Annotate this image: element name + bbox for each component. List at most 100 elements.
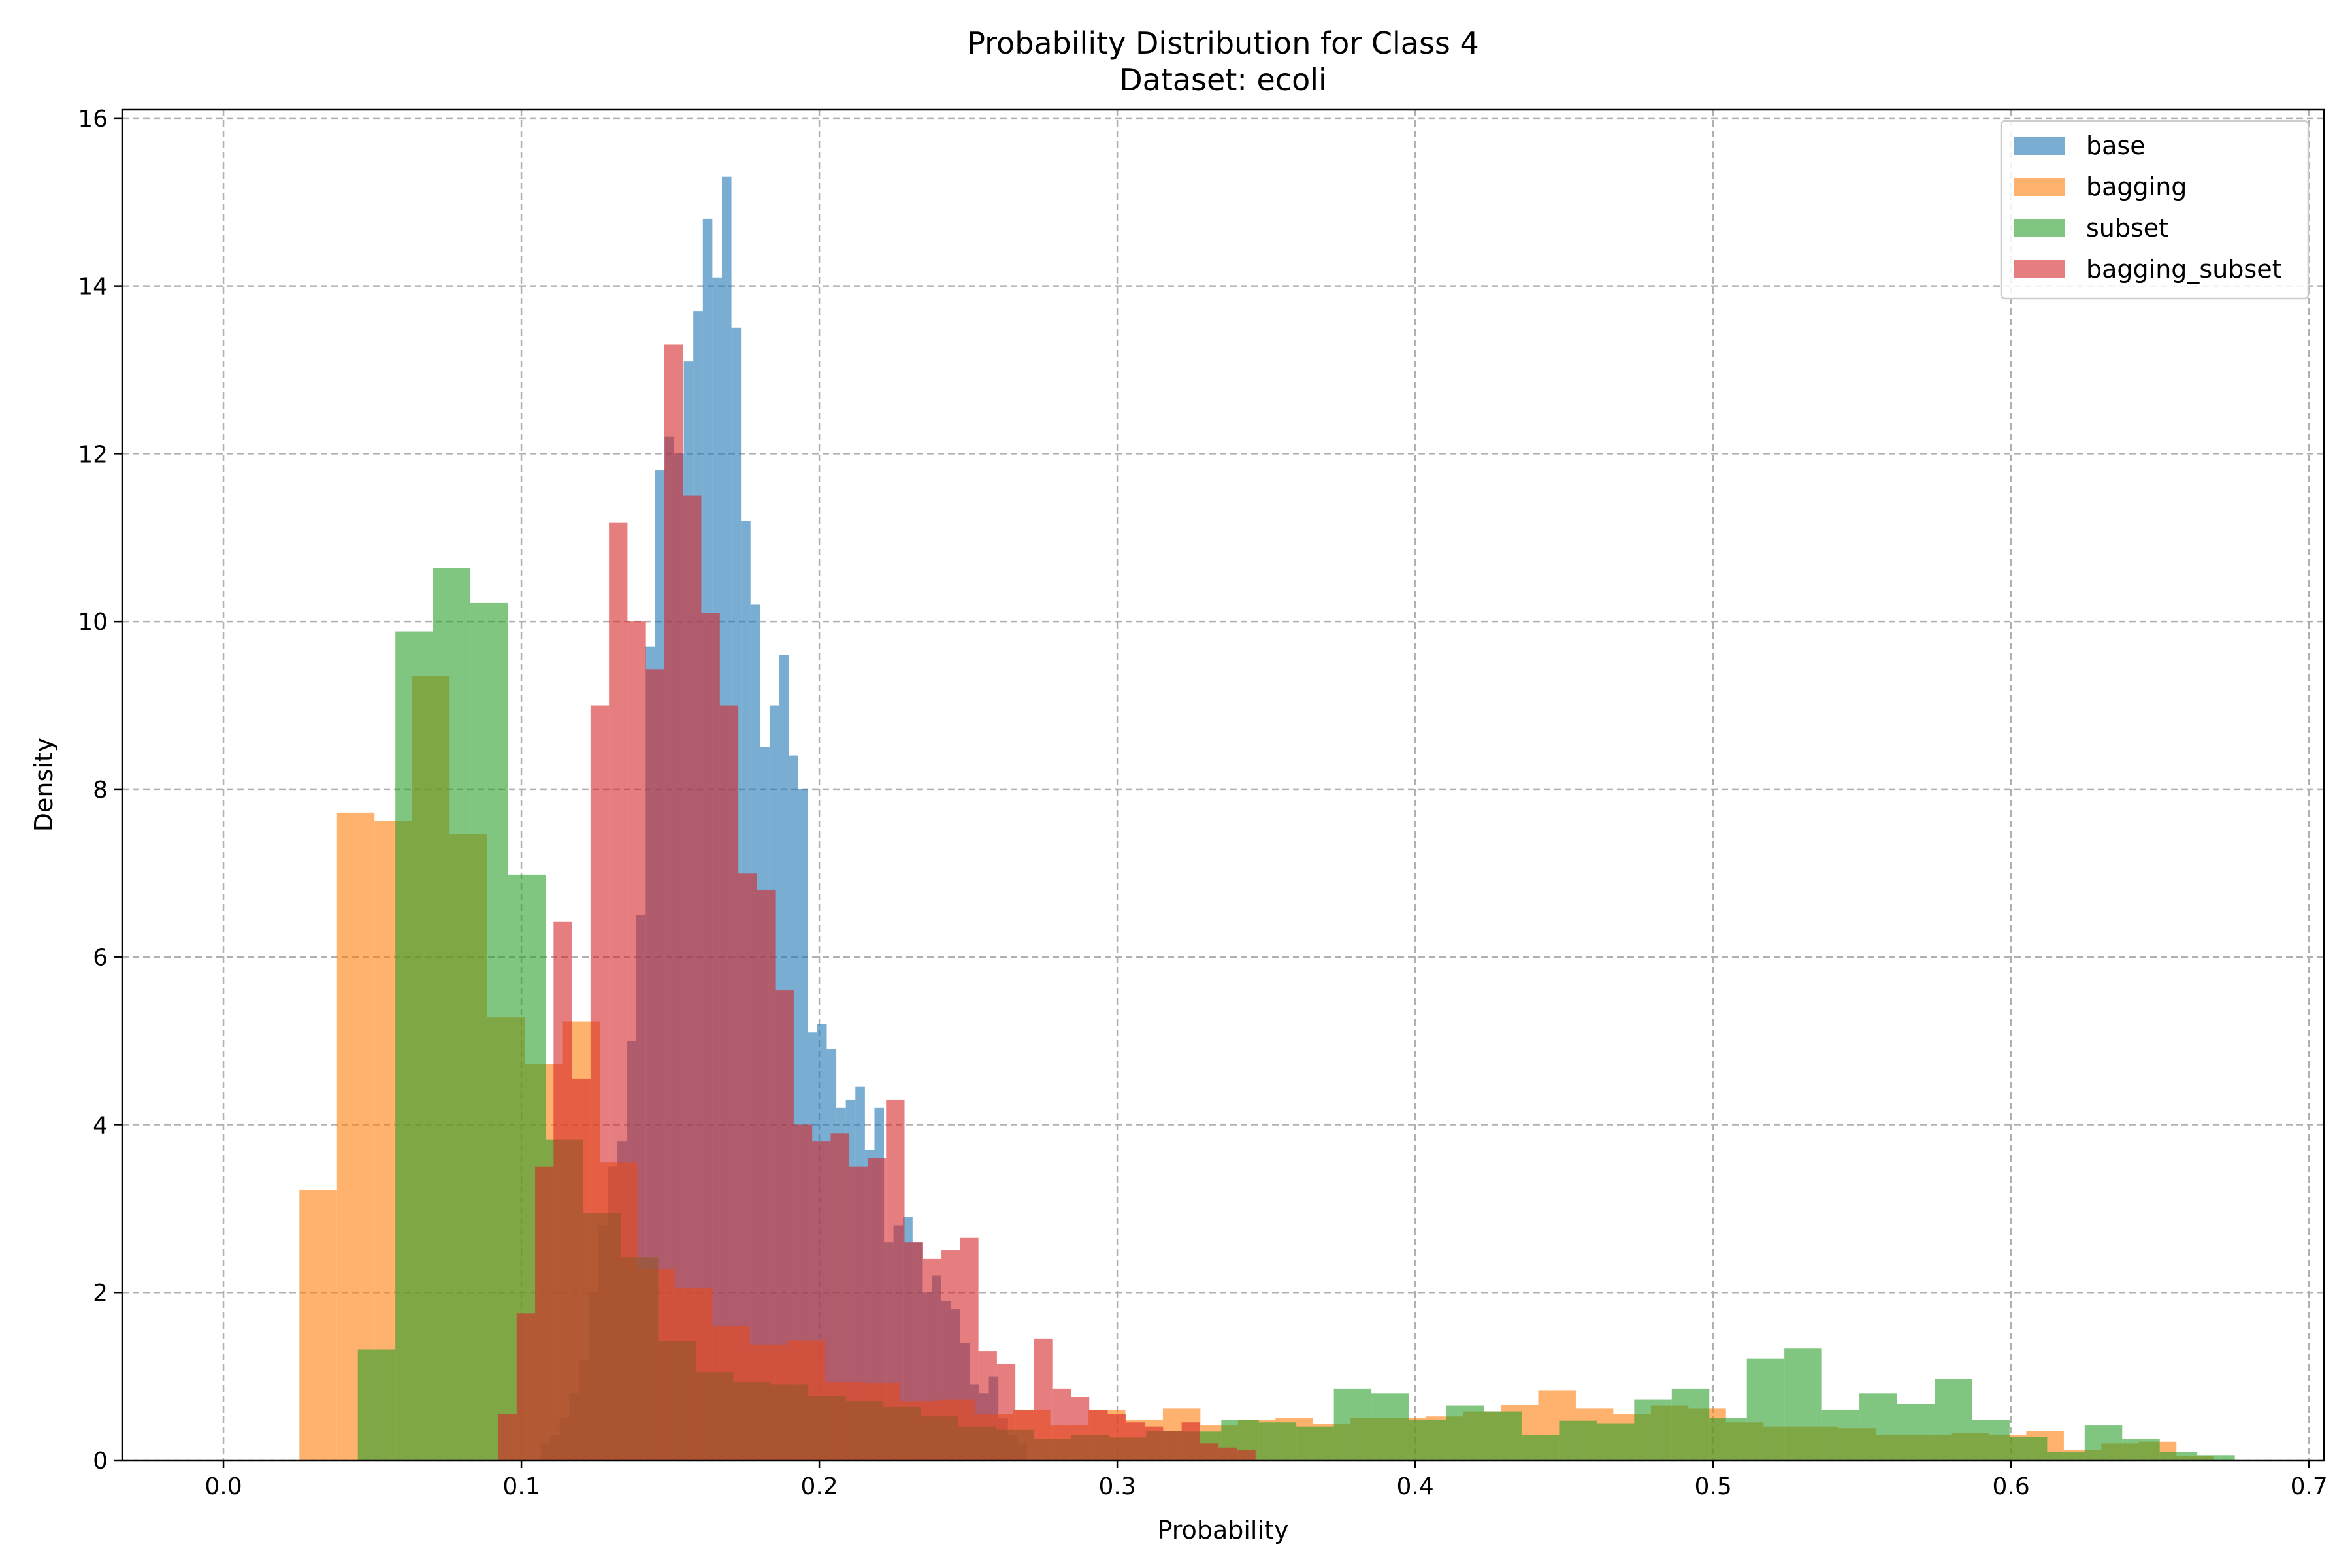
histogram-bar — [1089, 1409, 1108, 1460]
histogram-bar — [470, 602, 508, 1461]
plot-frame — [121, 108, 2325, 1462]
histogram-bar — [1671, 1388, 1710, 1460]
histogram-bar — [738, 873, 757, 1460]
x-tick-label: 0.2 — [800, 1473, 838, 1500]
histogram-bar — [1596, 1423, 1635, 1460]
legend-label: base — [2086, 131, 2146, 160]
histogram-bar — [683, 495, 702, 1460]
histogram-bar — [1296, 1426, 1334, 1460]
histogram-bar — [1934, 1379, 1972, 1460]
histogram-bar — [1237, 1450, 1256, 1460]
histogram-bar — [2197, 1455, 2235, 1460]
histogram-bar — [923, 1258, 942, 1460]
histogram-bar — [1709, 1418, 1747, 1460]
histogram-bar — [2084, 1425, 2123, 1460]
legend-label: bagging_subset — [2086, 255, 2282, 284]
histogram-bar — [701, 613, 720, 1460]
histogram-bar — [849, 1166, 868, 1460]
histogram-bar — [996, 1364, 1016, 1460]
histogram-bar — [1034, 1338, 1053, 1460]
legend-label: subset — [2086, 214, 2168, 242]
histogram-bar — [1163, 1431, 1182, 1460]
histogram-bar — [1784, 1348, 1822, 1460]
x-tick-label: 0.3 — [1098, 1473, 1135, 1500]
histogram-bar — [1181, 1422, 1200, 1460]
x-tick-label: 0.0 — [204, 1473, 242, 1500]
legend-swatch — [2014, 178, 2065, 196]
histogram-bar — [1107, 1414, 1126, 1460]
histogram-bar — [904, 1242, 923, 1460]
histogram-bar — [960, 1237, 979, 1460]
histogram-bar — [757, 889, 776, 1460]
legend: base bagging subset bagging_subset — [2000, 120, 2310, 300]
histogram-bar — [941, 1250, 960, 1460]
histogram-bar — [1484, 1411, 1522, 1460]
x-tick-label: 0.1 — [502, 1473, 540, 1500]
histogram-bar — [1446, 1405, 1484, 1460]
histogram-bar — [627, 621, 646, 1460]
y-tick-label: 8 — [93, 777, 108, 804]
histogram-bar — [2009, 1437, 2048, 1460]
histogram-bar — [395, 631, 433, 1460]
y-tick-label: 2 — [93, 1280, 108, 1307]
histogram-bar — [1371, 1393, 1409, 1460]
histogram-bar — [2047, 1452, 2085, 1460]
histogram-bar — [645, 669, 664, 1460]
histogram-bar — [1897, 1403, 1935, 1460]
histogram-bar — [886, 1099, 905, 1460]
y-tick-label: 0 — [93, 1448, 108, 1475]
histogram-bar — [1052, 1388, 1071, 1460]
histogram-bar — [535, 1166, 554, 1460]
histogram-bar — [357, 1349, 396, 1460]
y-tick-label: 6 — [93, 945, 108, 972]
legend-swatch — [2014, 260, 2065, 278]
histogram-bar — [1015, 1409, 1034, 1460]
chart-subtitle: Dataset: ecoli — [1119, 62, 1327, 97]
x-tick-label: 0.7 — [2291, 1473, 2328, 1500]
histogram-bar — [867, 1158, 887, 1460]
histogram-bar — [1333, 1388, 1372, 1460]
histogram-bar — [433, 567, 471, 1460]
legend-swatch — [2014, 137, 2065, 155]
histogram-bar — [1559, 1420, 1597, 1460]
y-tick-label: 14 — [78, 274, 108, 301]
legend-box — [2000, 120, 2310, 300]
histogram-bar — [1821, 1409, 1860, 1460]
histogram-bar — [812, 1141, 831, 1460]
y-axis-ticks: 0 2 4 6 8 10 12 14 16 — [78, 106, 122, 1475]
histogram-bar — [1218, 1447, 1237, 1460]
y-tick-label: 10 — [78, 609, 108, 636]
histogram-bar — [1521, 1435, 1560, 1460]
histogram-bar — [1200, 1443, 1219, 1460]
histogram-bar — [830, 1133, 849, 1460]
y-tick-label: 12 — [78, 441, 108, 468]
legend-label: bagging — [2086, 172, 2187, 201]
histogram-bar — [775, 990, 794, 1460]
chart-title: Probability Distribution for Class 4 — [967, 25, 1479, 61]
histogram-bar — [1126, 1422, 1145, 1460]
histogram-bar — [609, 522, 628, 1460]
histogram-bar — [1145, 1426, 1164, 1460]
histogram-bars — [299, 176, 2235, 1461]
x-axis-ticks: 0.0 0.1 0.2 0.3 0.4 0.5 0.6 0.7 — [204, 1460, 2328, 1500]
histogram-bar — [590, 705, 610, 1460]
series-bagging-subset — [498, 344, 1256, 1460]
x-tick-label: 0.4 — [1397, 1473, 1434, 1500]
histogram-bar — [553, 921, 572, 1460]
histogram-bar — [719, 705, 739, 1460]
histogram-bar — [572, 1078, 591, 1460]
x-tick-label: 0.6 — [1993, 1473, 2030, 1500]
histogram-bar — [516, 1313, 536, 1460]
x-tick-label: 0.5 — [1695, 1473, 1732, 1500]
histogram-bar — [1409, 1420, 1447, 1460]
histogram-bar — [1972, 1420, 2010, 1460]
histogram-bar — [2159, 1452, 2198, 1460]
histogram-bar — [664, 344, 683, 1460]
legend-swatch — [2014, 219, 2065, 237]
histogram-bar — [299, 1190, 337, 1460]
histogram-bar — [1634, 1399, 1672, 1460]
histogram-bar — [978, 1351, 997, 1460]
histogram-bar — [1859, 1393, 1897, 1460]
histogram-bar — [2122, 1439, 2160, 1460]
